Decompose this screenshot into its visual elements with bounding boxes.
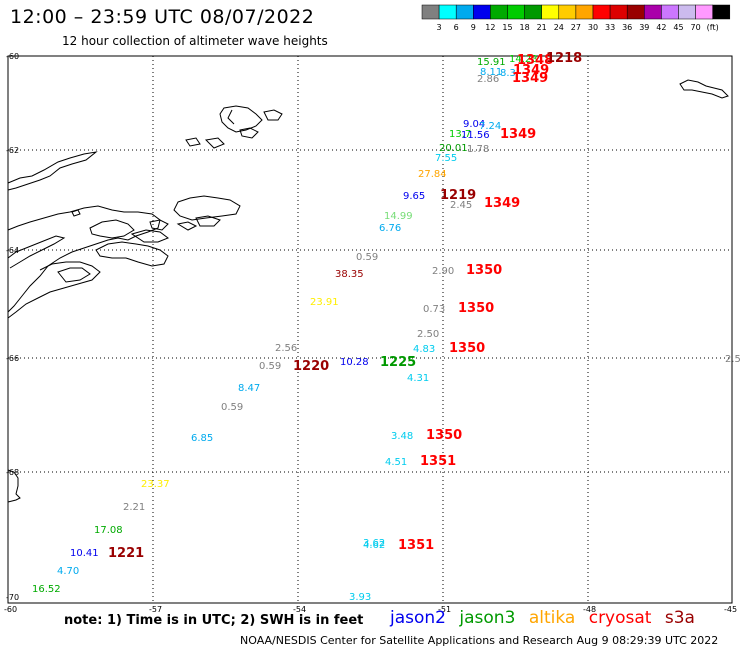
satellite-legend-item: cryosat	[588, 608, 652, 628]
color-scale-label: (ft)	[707, 23, 719, 32]
wave-height-label: 2.90	[432, 266, 454, 277]
wave-height-label: 1350	[466, 263, 502, 278]
color-scale-label: 27	[571, 23, 581, 32]
wave-height-label: 13.7	[449, 129, 471, 140]
satellite-legend-item: jason2	[390, 608, 446, 628]
wave-height-label: 6.85	[191, 433, 213, 444]
wave-height-label: 1349	[513, 63, 549, 78]
wave-height-label: 1350	[458, 301, 494, 316]
wave-height-label: 0.59	[259, 361, 281, 372]
wave-height-label: 9.65	[403, 191, 425, 202]
color-scale-label: 3	[437, 23, 442, 32]
wave-height-label: 0.73	[423, 304, 445, 315]
wave-height-label: 1220	[293, 359, 329, 374]
wave-height-label: 1350	[449, 341, 485, 356]
wave-height-label: 1351	[420, 454, 456, 469]
wave-height-label: 1351	[398, 538, 434, 553]
wave-height-label: 14.23	[509, 54, 538, 65]
wave-height-label: 9.04	[463, 119, 485, 130]
wave-height-label: 1225	[380, 355, 416, 370]
color-scale-label: 15	[502, 23, 512, 32]
wave-height-label: 10.41	[70, 548, 99, 559]
wave-height-color-scale: 3 6 9 12 15 18 21 24 27 30 33 36 39 42 45 70 (ft)	[421, 4, 731, 32]
color-scale-label: 24	[554, 23, 564, 32]
wave-height-label: 4.83	[413, 344, 435, 355]
satellite-legend: jason2 jason3 altika cryosat s3a	[390, 608, 703, 628]
color-scale-label: 36	[622, 23, 632, 32]
wave-height-label: 2.21	[123, 502, 145, 513]
wave-height-label: 14.99	[384, 211, 413, 222]
wave-height-label: 1349	[500, 127, 536, 142]
wave-height-label: 2.50	[417, 329, 439, 340]
wave-height-label: 0.59	[356, 252, 378, 263]
wave-height-label: 1218	[546, 51, 582, 66]
wave-height-label: 4.51	[385, 457, 407, 468]
page-title: 12:00 – 23:59 UTC 08/07/2022	[10, 6, 315, 28]
wave-height-label: 2.86	[477, 74, 499, 85]
wave-height-label: 2.45	[450, 200, 472, 211]
color-scale-label: 45	[673, 23, 683, 32]
wave-height-label: 17.08	[94, 525, 123, 536]
wave-height-label: 4.70	[57, 566, 79, 577]
color-scale-label: 70	[691, 23, 701, 32]
color-swatch	[712, 4, 731, 20]
wave-height-label: 1221	[108, 546, 144, 561]
color-scale-label: 9	[471, 23, 476, 32]
color-scale-label: 30	[588, 23, 598, 32]
satellite-legend-item: jason3	[459, 608, 516, 628]
wave-height-label: 15.91	[477, 57, 506, 68]
wave-height-label: 8.11	[480, 67, 502, 78]
wave-height-label: 6.76	[379, 223, 401, 234]
wave-height-label: 10.28	[340, 357, 369, 368]
wave-height-label: 3.62	[363, 538, 385, 549]
color-scale-label: 6	[454, 23, 459, 32]
wave-height-label: 2.56	[275, 343, 297, 354]
wave-height-label: 27.84	[418, 169, 447, 180]
coastline-antarctic-peninsula	[7, 79, 729, 503]
wave-height-label: 1219	[440, 188, 476, 203]
satellite-legend-item: s3a	[664, 608, 695, 628]
wave-height-label: 11.56	[461, 130, 490, 141]
wave-height-label: 7.24	[479, 121, 501, 132]
wave-height-label: 1.78	[467, 144, 489, 155]
wave-height-label: 8.3	[500, 68, 516, 79]
footnote: note: 1) Time is in UTC; 2) SWH is in fe…	[64, 613, 364, 628]
page-subtitle: 12 hour collection of altimeter wave hei…	[62, 34, 328, 48]
map-frame	[7, 55, 733, 604]
wave-height-label: 38.35	[335, 269, 364, 280]
credit-line: NOAA/NESDIS Center for Satellite Applica…	[240, 634, 719, 647]
wave-height-label: 20.01	[439, 143, 468, 154]
wave-height-label: 23.37	[141, 479, 170, 490]
wave-height-label: 8.47	[238, 383, 260, 394]
color-scale-label: 33	[605, 23, 615, 32]
wave-height-label: 23.91	[310, 297, 339, 308]
wave-height-label: 1349	[484, 196, 520, 211]
color-scale-label: 39	[639, 23, 649, 32]
color-scale-label: 42	[656, 23, 666, 32]
color-scale-label: 18	[520, 23, 530, 32]
wave-height-label: 3.93	[349, 592, 371, 603]
wave-height-label: 4.62	[363, 540, 385, 551]
graticule	[8, 56, 732, 603]
wave-height-label: 4.31	[407, 373, 429, 384]
wave-height-label: 3.48	[391, 431, 413, 442]
color-scale-label: 21	[537, 23, 547, 32]
wave-height-label: 16.52	[32, 584, 61, 595]
wave-height-label: 1349	[512, 71, 548, 86]
wave-height-label: 7.55	[435, 153, 457, 164]
wave-height-label: 0.59	[221, 402, 243, 413]
wave-height-label: 1350	[426, 428, 462, 443]
color-scale-label: 12	[485, 23, 495, 32]
wave-height-label: 1348	[517, 53, 553, 68]
satellite-legend-item: altika	[528, 608, 576, 628]
